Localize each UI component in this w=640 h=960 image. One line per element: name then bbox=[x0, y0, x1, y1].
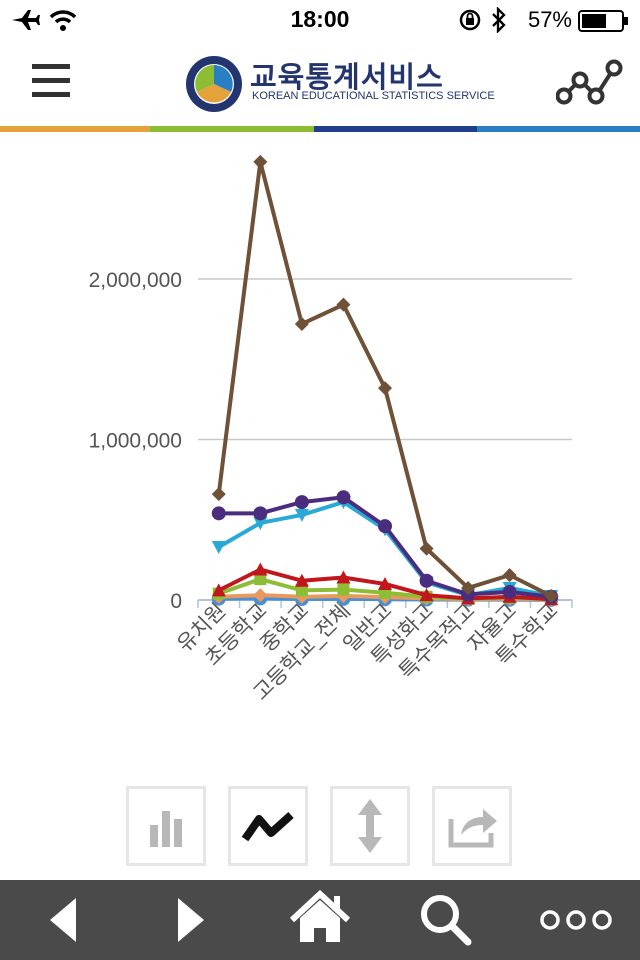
wifi-icon bbox=[49, 10, 77, 31]
app-title: 교육통계서비스 bbox=[250, 60, 444, 94]
data-point bbox=[502, 584, 517, 599]
home-button[interactable] bbox=[270, 880, 370, 960]
data-point bbox=[253, 154, 268, 169]
data-point bbox=[378, 381, 392, 396]
logo-emblem-icon bbox=[186, 56, 242, 112]
data-point bbox=[378, 576, 392, 590]
data-point bbox=[254, 573, 267, 586]
status-bar: 18:00 57% bbox=[0, 0, 640, 40]
data-point bbox=[378, 519, 392, 534]
share-arrow-icon bbox=[448, 809, 497, 848]
logo[interactable]: 교육통계서비스 KOREAN EDUCATIONAL STATISTICS SE… bbox=[184, 54, 495, 114]
battery-percent: 57% bbox=[527, 7, 572, 32]
forward-arrow-icon bbox=[178, 898, 204, 942]
home-icon bbox=[289, 889, 351, 942]
data-point bbox=[336, 490, 351, 505]
data-point bbox=[336, 297, 351, 312]
search-button[interactable] bbox=[396, 880, 496, 960]
line-chart-button[interactable] bbox=[228, 786, 308, 866]
color-stripe-1 bbox=[0, 126, 150, 132]
data-point bbox=[253, 506, 268, 521]
color-stripe-3 bbox=[314, 126, 477, 132]
battery-icon bbox=[578, 10, 628, 32]
status-time: 18:00 bbox=[290, 6, 350, 32]
forward-button[interactable] bbox=[140, 880, 240, 960]
data-point bbox=[211, 487, 226, 502]
bottom-nav bbox=[0, 880, 640, 960]
data-point bbox=[211, 583, 226, 597]
data-point bbox=[253, 562, 268, 576]
data-point bbox=[295, 584, 308, 597]
app-subtitle: KOREAN EDUCATIONAL STATISTICS SERVICE bbox=[252, 90, 495, 102]
data-point bbox=[294, 316, 309, 331]
data-point bbox=[419, 541, 434, 556]
app-header: 교육통계서비스 KOREAN EDUCATIONAL STATISTICS SE… bbox=[0, 40, 640, 126]
y-tick-label: 2,000,000 bbox=[89, 269, 182, 292]
back-button[interactable] bbox=[14, 880, 114, 960]
data-point bbox=[294, 573, 309, 587]
bluetooth-icon bbox=[492, 7, 506, 33]
network-share-icon[interactable] bbox=[556, 58, 624, 106]
bar-chart-button[interactable] bbox=[126, 786, 206, 866]
data-point bbox=[294, 508, 309, 522]
data-point bbox=[211, 541, 226, 555]
line-chart: 01,000,0002,000,000유치원초등학교중학교고등학교_전체일반고특… bbox=[89, 154, 573, 706]
data-point bbox=[294, 495, 309, 510]
vertical-arrows-icon bbox=[358, 799, 382, 853]
color-stripe-4 bbox=[477, 126, 640, 132]
color-stripe-2 bbox=[150, 126, 314, 132]
menu-button[interactable] bbox=[32, 64, 70, 98]
data-point bbox=[461, 580, 476, 595]
more-dots-icon bbox=[540, 910, 612, 930]
back-arrow-icon bbox=[50, 898, 76, 942]
data-point bbox=[544, 588, 559, 603]
data-point bbox=[211, 506, 226, 521]
y-tick-label: 0 bbox=[170, 590, 182, 613]
more-button[interactable] bbox=[526, 880, 626, 960]
bar-chart-icon bbox=[150, 811, 182, 847]
swap-axis-button[interactable] bbox=[330, 786, 410, 866]
data-point bbox=[253, 516, 268, 530]
data-point bbox=[337, 583, 350, 596]
data-point bbox=[336, 570, 351, 584]
rotation-lock-icon bbox=[459, 9, 481, 31]
y-tick-label: 1,000,000 bbox=[89, 430, 182, 453]
data-point bbox=[253, 588, 268, 603]
export-button[interactable] bbox=[432, 786, 512, 866]
search-icon bbox=[421, 895, 472, 946]
airplane-icon bbox=[12, 10, 40, 30]
data-point bbox=[419, 588, 434, 602]
data-point bbox=[419, 573, 434, 588]
data-point bbox=[502, 568, 517, 583]
line-chart-icon bbox=[241, 812, 294, 842]
